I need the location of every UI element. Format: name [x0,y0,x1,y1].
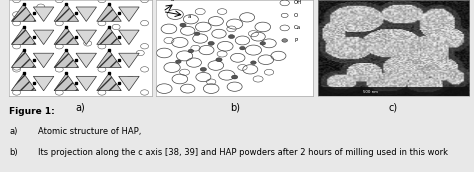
Polygon shape [118,53,139,68]
Text: Atomic structure of HAP,: Atomic structure of HAP, [38,127,141,136]
Polygon shape [97,50,121,68]
Circle shape [200,67,207,71]
Polygon shape [54,27,79,44]
Polygon shape [11,4,36,21]
Polygon shape [54,4,79,21]
Polygon shape [33,76,54,91]
Polygon shape [54,73,79,91]
Text: a: a [188,14,191,19]
Circle shape [282,39,288,42]
Polygon shape [97,27,121,44]
Polygon shape [54,50,79,68]
Text: O: O [294,13,298,18]
Text: b): b) [229,102,240,112]
Text: c): c) [389,102,398,112]
Polygon shape [33,53,54,68]
Circle shape [231,75,238,79]
Text: P: P [294,38,297,43]
Polygon shape [11,50,36,68]
Circle shape [228,35,235,39]
Circle shape [216,58,222,62]
Polygon shape [118,7,139,22]
Text: Its projection along the c axis [38, 39] and HAP powders after 2 hours of millin: Its projection along the c axis [38, 39]… [38,148,448,157]
Polygon shape [33,7,54,22]
Circle shape [180,23,186,27]
Polygon shape [76,30,97,45]
Text: a): a) [76,102,85,112]
Polygon shape [76,7,97,22]
Text: a): a) [9,127,18,136]
Polygon shape [118,30,139,45]
Polygon shape [11,73,36,91]
Bar [318,87,469,96]
Polygon shape [33,30,54,45]
Polygon shape [76,53,97,68]
Text: Figure 1:: Figure 1: [9,107,55,116]
Circle shape [194,32,200,35]
Circle shape [260,42,265,45]
Circle shape [208,41,214,45]
Text: 500 nm: 500 nm [363,89,378,94]
Circle shape [175,60,181,63]
Polygon shape [76,76,97,91]
Text: Ca: Ca [294,25,301,30]
Circle shape [251,61,256,64]
Text: b): b) [9,148,18,157]
Polygon shape [97,4,121,21]
Polygon shape [11,27,36,44]
Polygon shape [118,76,139,91]
Text: OH: OH [294,0,302,5]
Circle shape [188,49,194,53]
Circle shape [240,46,245,50]
Polygon shape [97,73,121,91]
Text: b: b [170,0,174,2]
